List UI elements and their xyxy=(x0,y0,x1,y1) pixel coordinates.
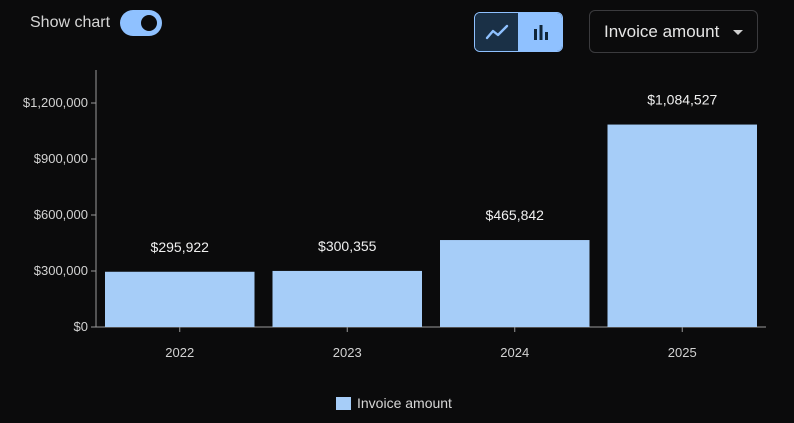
line-chart-icon xyxy=(485,24,508,40)
y-tick-label: $600,000 xyxy=(34,207,88,222)
chart-type-switcher xyxy=(474,12,563,52)
data-label: $465,842 xyxy=(486,207,545,223)
bar[interactable] xyxy=(105,271,255,327)
chart-legend[interactable]: Invoice amount xyxy=(336,395,452,411)
x-tick-label: 2022 xyxy=(165,345,194,360)
data-label: $1,084,527 xyxy=(647,92,717,108)
bar-chart-button[interactable] xyxy=(519,13,562,51)
chevron-down-icon xyxy=(733,30,743,35)
bar-chart-icon xyxy=(533,25,548,40)
show-chart-label: Show chart xyxy=(30,14,111,31)
x-tick-label: 2023 xyxy=(333,345,362,360)
legend-label: Invoice amount xyxy=(357,395,452,411)
bar[interactable] xyxy=(272,270,423,327)
bar-chart: $0 $300,000 $600,000 $900,000 $1,200,000 $295… xyxy=(23,70,766,360)
show-chart-toggle[interactable] xyxy=(120,10,163,36)
data-label: $300,355 xyxy=(318,238,377,254)
y-tick-label: $0 xyxy=(74,319,88,334)
metric-select[interactable]: Invoice amount xyxy=(589,10,758,53)
metric-select-value: Invoice amount xyxy=(604,21,720,41)
toggle-knob xyxy=(139,13,160,33)
x-tick-label: 2025 xyxy=(668,345,697,360)
bar[interactable] xyxy=(607,124,758,327)
legend-swatch xyxy=(336,396,351,410)
y-tick-label: $300,000 xyxy=(34,263,88,278)
show-chart-toggle-group: Show chart xyxy=(30,10,163,36)
chart-toolbar: Show chart Invoice amount xyxy=(0,0,794,60)
y-tick-label: $900,000 xyxy=(34,151,88,166)
bar[interactable] xyxy=(440,240,590,327)
y-tick-label: $1,200,000 xyxy=(23,95,88,110)
x-tick-label: 2024 xyxy=(500,345,529,360)
line-chart-button[interactable] xyxy=(475,13,519,51)
data-label: $295,922 xyxy=(151,239,210,255)
